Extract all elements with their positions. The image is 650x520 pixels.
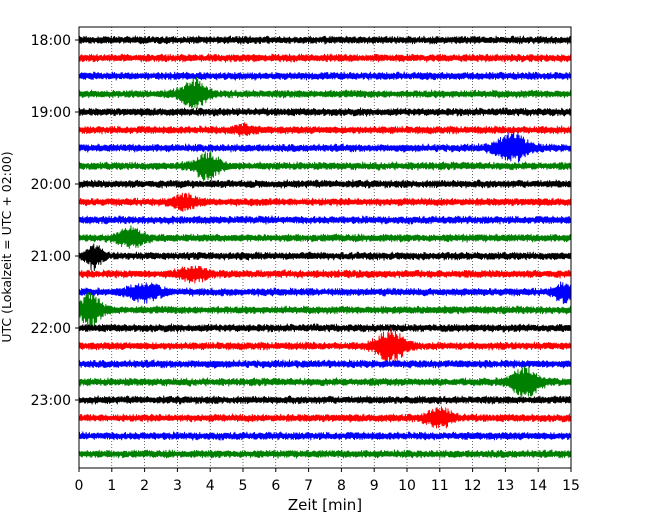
x-tick-label: 14 bbox=[529, 478, 547, 494]
x-axis-ticks: 0 1 2 3 4 5 6 7 8 9 10 11 12 13 14 15 bbox=[75, 468, 580, 494]
x-tick-label: 2 bbox=[140, 478, 149, 494]
y-tick-label: 21:00 bbox=[31, 249, 71, 265]
plot-frame bbox=[78, 26, 572, 469]
seismogram-trace bbox=[78, 265, 572, 284]
seismogram-trace bbox=[78, 366, 572, 398]
x-tick-label: 11 bbox=[431, 478, 449, 494]
y-tick-label: 23:00 bbox=[31, 393, 71, 409]
seismogram-trace bbox=[78, 359, 572, 369]
seismogram-trace bbox=[78, 71, 572, 81]
seismogram-trace bbox=[78, 395, 572, 405]
trace-group bbox=[78, 35, 572, 459]
seismogram-trace bbox=[78, 77, 572, 110]
x-tick-label: 4 bbox=[206, 478, 215, 494]
x-tick-label: 9 bbox=[370, 478, 379, 494]
seismogram-trace bbox=[78, 281, 572, 305]
x-tick-label: 0 bbox=[75, 478, 84, 494]
x-tick-label: 8 bbox=[337, 478, 346, 494]
y-tick-label: 22:00 bbox=[31, 321, 71, 337]
x-tick-label: 3 bbox=[173, 478, 182, 494]
seismogram-trace bbox=[78, 150, 572, 182]
x-axis-label: Zeit [min] bbox=[288, 496, 362, 514]
seismogram-trace bbox=[78, 431, 572, 441]
x-tick-label: 5 bbox=[239, 478, 248, 494]
y-axis-label: UTC (Lokalzeit = UTC + 02:00) bbox=[0, 151, 14, 342]
x-tick-label: 6 bbox=[271, 478, 280, 494]
x-tick-label: 13 bbox=[496, 478, 514, 494]
seismogram-trace bbox=[78, 122, 572, 137]
seismogram-trace bbox=[78, 327, 572, 364]
seismogram-trace bbox=[78, 53, 572, 63]
x-tick-label: 15 bbox=[562, 478, 580, 494]
seismogram-trace bbox=[78, 215, 572, 225]
seismogram-trace bbox=[78, 243, 572, 272]
seismogram-trace bbox=[78, 292, 572, 328]
y-tick-label: 20:00 bbox=[31, 177, 71, 193]
x-tick-label: 12 bbox=[464, 478, 482, 494]
x-tick-label: 10 bbox=[398, 478, 416, 494]
seismogram-trace bbox=[78, 449, 572, 459]
seismogram-trace bbox=[78, 107, 572, 117]
seismogram-trace bbox=[78, 192, 572, 213]
y-tick-label: 18:00 bbox=[31, 33, 71, 49]
x-tick-label: 1 bbox=[107, 478, 116, 494]
seismogram-trace bbox=[78, 35, 572, 45]
seismogram-trace bbox=[78, 130, 572, 163]
seismogram-trace bbox=[78, 225, 572, 249]
seismogram-trace bbox=[78, 179, 572, 189]
x-tick-label: 7 bbox=[304, 478, 313, 494]
seismogram-trace bbox=[78, 323, 572, 333]
seismogram-trace bbox=[78, 406, 572, 429]
y-axis-ticks: 18:00 19:00 20:00 21:00 22:00 23:00 bbox=[31, 33, 79, 409]
y-tick-label: 19:00 bbox=[31, 105, 71, 121]
